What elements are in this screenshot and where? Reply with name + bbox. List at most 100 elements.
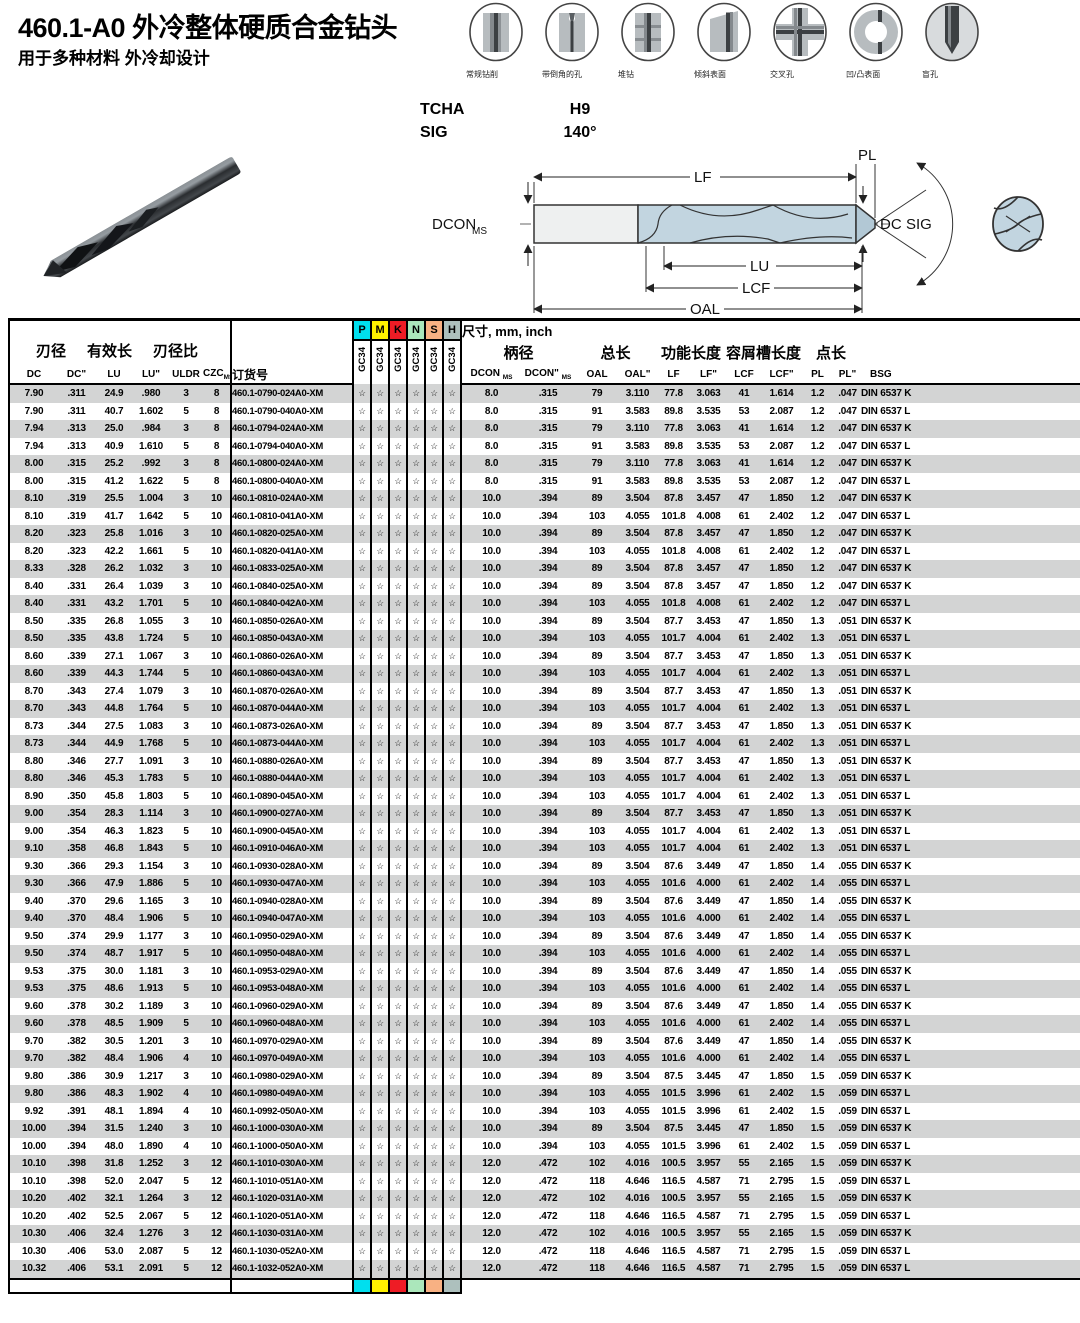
star-rating-s: ☆ — [424, 384, 445, 403]
cell-pl: 1.3 — [810, 755, 825, 767]
cell-dcon-inch: .394 — [521, 700, 576, 718]
cell-lcf: 47 — [738, 860, 750, 872]
cell-dc: 8.10 — [9, 490, 58, 508]
star-rating-n: ☆ — [406, 402, 427, 420]
cell-lu-inch: 1.642 — [138, 510, 164, 522]
cell-pl-inch: .055 — [838, 860, 857, 872]
star-rating-h: ☆ — [442, 927, 463, 945]
cell-pl: 1.3 — [801, 630, 835, 648]
table-row: 8.33 .328 26.2 1.032 3 10 460.1-0833-025… — [9, 560, 1080, 578]
cell-oal: 89 — [591, 650, 603, 662]
cell-oal-inch: 3.110 — [619, 455, 657, 473]
star-rating-s: ☆ — [424, 630, 445, 648]
cell-uldr: 5 — [183, 510, 189, 522]
cell-dcon-inch: .394 — [538, 755, 558, 767]
star-rating-n: ☆ — [406, 980, 427, 998]
cell-lcf: 61 — [726, 840, 763, 858]
cell-dcon-inch: .394 — [521, 875, 576, 893]
cell-oal-inch: 3.504 — [625, 930, 650, 942]
cell-czc: 8 — [203, 420, 232, 438]
cell-dcon-inch: .394 — [538, 1070, 558, 1082]
cell-lf: 87.8 — [656, 490, 692, 508]
star-rating-s: ☆ — [424, 647, 445, 665]
cell-dc-inch: .315 — [67, 475, 86, 487]
cell-dc-inch: .313 — [67, 440, 86, 452]
cell-lf: 101.7 — [661, 790, 686, 802]
cell-uldr: 3 — [169, 384, 203, 403]
star-rating-p: ☆ — [352, 490, 373, 508]
cell-oal-inch: 4.646 — [619, 1260, 657, 1279]
cell-lf-inch: 3.457 — [691, 490, 727, 508]
dim-label-dcon: DCON — [432, 216, 476, 233]
cell-lu-inch: 1.622 — [138, 475, 164, 487]
cell-dc: 8.50 — [9, 630, 58, 648]
cell-dc: 9.60 — [24, 1000, 44, 1012]
table-row: 8.70 .343 27.4 1.079 3 10 460.1-0870-026… — [9, 682, 1080, 700]
cell-czc: 10 — [211, 1140, 222, 1152]
star-rating-m: ☆ — [370, 1207, 391, 1225]
cell-lcf-inch: 2.402 — [762, 945, 802, 963]
cell-lcf: 47 — [738, 1000, 750, 1012]
cell-lf: 101.7 — [661, 825, 686, 837]
star-rating-k: ☆ — [388, 752, 409, 770]
cell-uldr: 5 — [169, 1015, 203, 1033]
star-rating-m: ☆ — [370, 1155, 391, 1173]
cell-lf-inch: 4.004 — [691, 840, 727, 858]
cell-dcon-inch: .394 — [521, 595, 576, 613]
cell-lu-inch: .984 — [133, 420, 169, 438]
cell-czc: 10 — [211, 860, 222, 872]
cell-lcf-inch: 1.850 — [769, 580, 794, 592]
cell-uldr: 4 — [169, 1050, 203, 1068]
cell-lu-inch: 1.909 — [133, 1015, 169, 1033]
star-rating-k: ☆ — [388, 1085, 409, 1103]
star-rating-p: ☆ — [352, 892, 373, 910]
cell-lf-inch: 3.453 — [696, 685, 721, 697]
cell-lu: 48.1 — [104, 1105, 124, 1117]
cell-bsg: DIN 6537 L — [861, 1015, 1080, 1033]
cell-lu: 27.7 — [104, 755, 124, 767]
cell-dc: 9.10 — [9, 840, 58, 858]
cell-bsg: DIN 6537 K — [861, 615, 912, 627]
cell-lf-inch: 4.004 — [691, 665, 727, 683]
table-row: 8.00 .315 41.2 1.622 5 8 460.1-0800-040A… — [9, 472, 1080, 490]
cell-oal: 103 — [575, 840, 620, 858]
cell-lu: 48.4 — [95, 910, 133, 928]
star-rating-s: ☆ — [424, 1032, 445, 1050]
cell-lu-inch: 1.803 — [138, 790, 164, 802]
cell-pl: 1.3 — [801, 735, 835, 753]
cell-pl-inch: .051 — [838, 755, 857, 767]
cell-pl: 1.4 — [801, 1050, 835, 1068]
dim-label-lu: LU — [750, 258, 769, 275]
star-rating-h: ☆ — [442, 420, 463, 438]
star-rating-s: ☆ — [424, 420, 445, 438]
table-row: 8.60 .339 44.3 1.744 5 10 460.1-0860-043… — [9, 665, 1080, 683]
cell-oal-inch: 4.055 — [625, 790, 650, 802]
cell-uldr: 5 — [169, 735, 203, 753]
cell-lu: 44.8 — [95, 700, 133, 718]
cell-lcf: 47 — [726, 560, 763, 578]
star-rating-h: ☆ — [442, 962, 463, 980]
star-rating-m: ☆ — [370, 612, 391, 630]
table-row: 7.94 .313 25.0 .984 3 8 460.1-0794-024A0… — [9, 420, 1080, 438]
cell-dcon: 10.0 — [460, 525, 522, 543]
col-header-czc: CZCMS — [203, 365, 232, 385]
group-usable-length: 有效长 — [87, 343, 133, 360]
cell-pl-inch: .051 — [838, 685, 857, 697]
cell-dc-inch: .344 — [67, 720, 86, 732]
star-rating-m: ☆ — [370, 1172, 391, 1190]
star-rating-n: ☆ — [406, 927, 427, 945]
cell-bsg: DIN 6537 L — [861, 1105, 911, 1117]
cell-lf: 100.5 — [656, 1225, 692, 1243]
cell-lcf-inch: 1.850 — [762, 1120, 802, 1138]
cell-lf: 101.7 — [656, 840, 692, 858]
star-rating-n: ☆ — [406, 805, 427, 823]
star-rating-k: ☆ — [388, 612, 409, 630]
cell-uldr: 3 — [169, 455, 203, 473]
cell-dcon: 12.0 — [460, 1260, 522, 1279]
cell-oal-inch: 3.583 — [625, 405, 650, 417]
star-rating-m: ☆ — [370, 472, 391, 490]
cell-oal: 103 — [575, 1050, 620, 1068]
cell-pl: 1.3 — [810, 650, 825, 662]
cell-lf: 87.7 — [664, 720, 683, 732]
cell-lcf-inch: 2.402 — [769, 790, 794, 802]
